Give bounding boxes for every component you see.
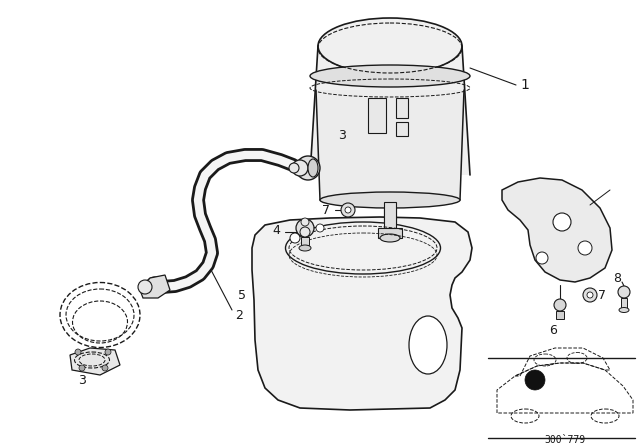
Polygon shape [140,275,170,298]
Circle shape [578,241,592,255]
Text: 1: 1 [520,78,529,92]
Circle shape [289,163,299,173]
Text: 6: 6 [549,323,557,336]
Ellipse shape [380,234,400,242]
Ellipse shape [299,245,311,251]
Bar [378,228,402,238]
Circle shape [79,365,85,371]
Circle shape [553,213,571,231]
Bar [368,98,386,133]
Ellipse shape [318,18,462,74]
Bar [556,311,564,319]
Ellipse shape [409,316,447,374]
Circle shape [587,292,593,298]
Polygon shape [502,178,612,282]
Circle shape [292,160,308,176]
Text: 7: 7 [322,203,330,216]
Circle shape [316,224,324,232]
Circle shape [554,299,566,311]
Circle shape [618,286,630,298]
Bar [621,298,627,308]
Text: 7: 7 [598,289,606,302]
Text: 300`779: 300`779 [545,435,586,445]
Circle shape [75,349,81,355]
Circle shape [300,227,310,237]
Text: 5: 5 [238,289,246,302]
Text: 4: 4 [272,224,280,237]
Bar [301,237,309,245]
Circle shape [345,207,351,213]
Circle shape [145,277,165,297]
Text: 8: 8 [613,271,621,284]
Polygon shape [252,217,472,410]
Bar [384,202,396,230]
Ellipse shape [320,192,460,208]
Text: 3: 3 [78,374,86,387]
Circle shape [536,252,548,264]
Text: 2: 2 [235,309,243,322]
Circle shape [301,218,309,226]
Ellipse shape [285,222,440,274]
Circle shape [341,203,355,217]
Circle shape [525,370,545,390]
Circle shape [296,156,320,180]
Polygon shape [310,46,470,175]
Circle shape [105,349,111,355]
Circle shape [296,219,314,237]
Ellipse shape [310,65,470,87]
Circle shape [138,280,152,294]
Bar [396,98,408,118]
Polygon shape [70,348,120,375]
Ellipse shape [619,307,629,313]
Circle shape [290,233,300,243]
Circle shape [583,288,597,302]
Circle shape [102,365,108,371]
Ellipse shape [308,159,318,177]
Bar [396,122,408,136]
Polygon shape [316,90,464,200]
Text: 3: 3 [338,129,346,142]
